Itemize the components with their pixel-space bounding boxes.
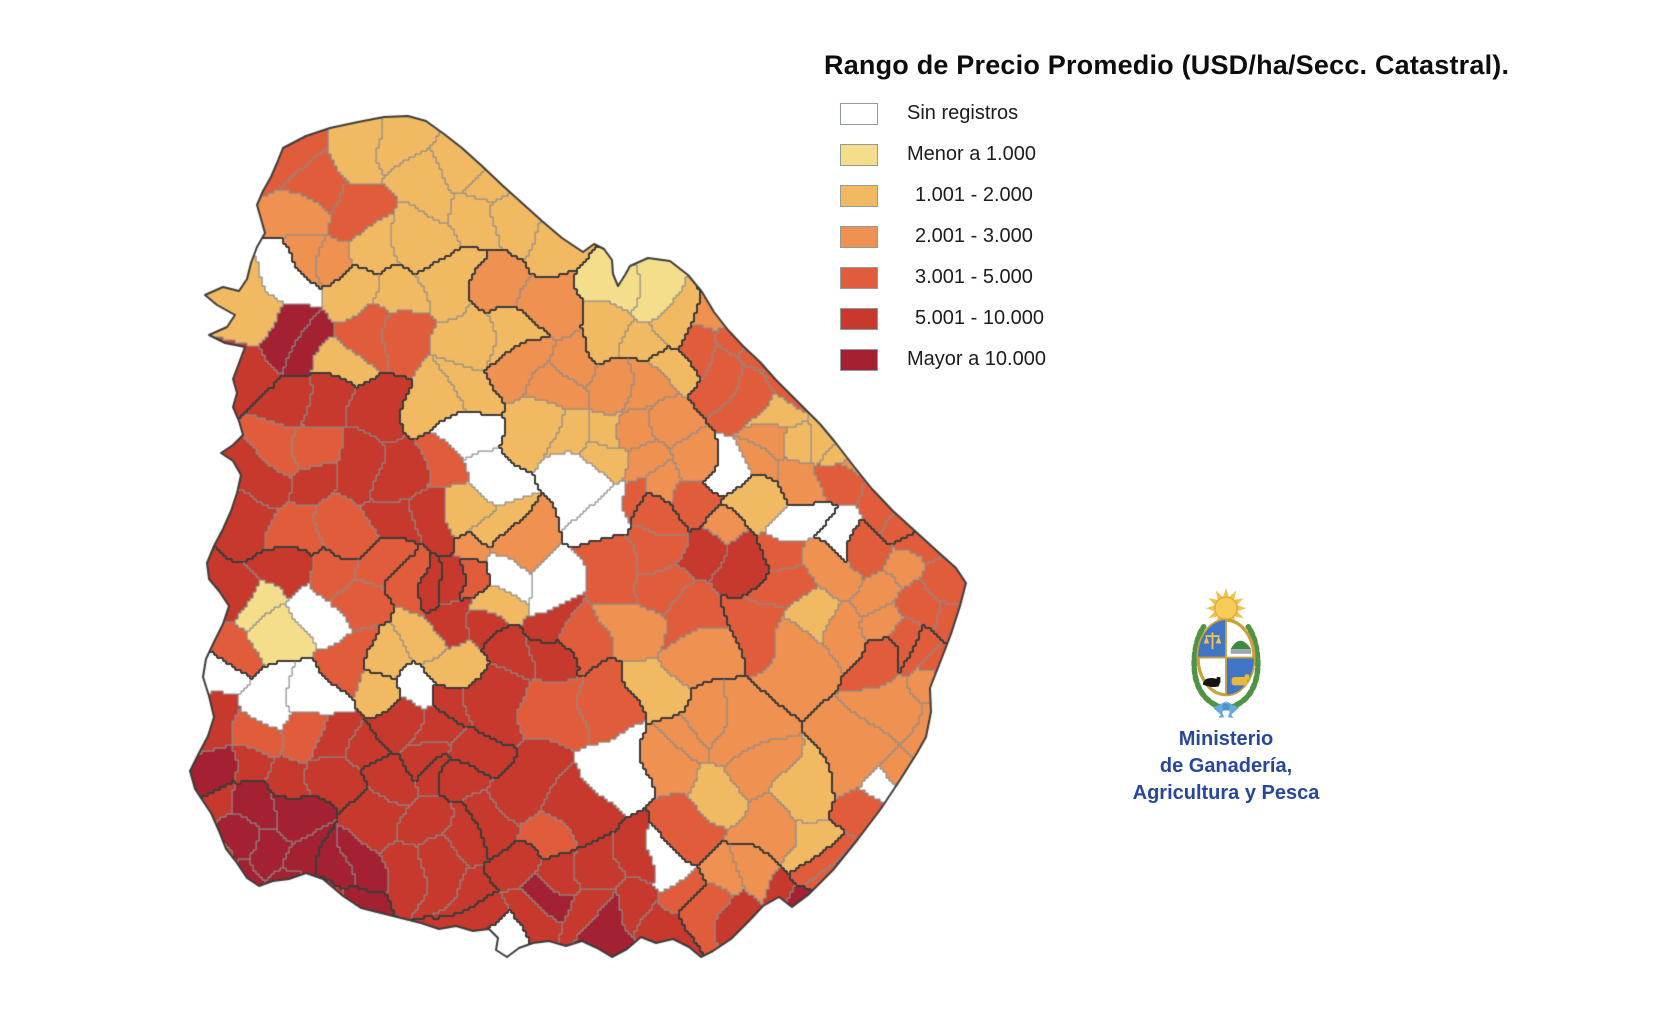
ministry-name-line1: Ministerio: [1178, 728, 1274, 750]
map-title: Rango de Precio Promedio (USD/ha/Secc. C…: [824, 50, 1510, 80]
ministry-name: Ministerio de Ganadería, Agricultura y P…: [1076, 726, 1376, 807]
legend-label: Mayor a 10.000: [907, 348, 1046, 370]
legend-swatch-sin-registros: [840, 102, 878, 125]
legend-label: Sin registros: [907, 102, 1019, 124]
legend-label: 3.001 - 5.000: [915, 266, 1033, 288]
ribbon-bow-icon: [1212, 701, 1240, 718]
laurel-wreath-icon: [1191, 624, 1261, 711]
scales-icon: [1203, 632, 1222, 650]
legend-swatch-5001-10000: [840, 307, 878, 330]
legend-item: Menor a 1.000: [840, 143, 1046, 166]
legend-label: 5.001 - 10.000: [915, 307, 1044, 329]
legend-item: Sin registros: [840, 102, 1046, 125]
legend-swatch-mayor-10000: [840, 348, 878, 371]
ministry-name-line2: de Ganadería,: [1159, 755, 1293, 777]
cerro-hill-icon: [1230, 640, 1252, 654]
legend-swatch-2001-3000: [840, 225, 878, 248]
legend-label: Menor a 1.000: [907, 143, 1036, 165]
legend-item: 5.001 - 10.000: [840, 307, 1046, 330]
legend-swatch-3001-5000: [840, 266, 878, 289]
legend-swatch-1001-2000: [840, 184, 878, 207]
legend-item: Mayor a 10.000: [840, 348, 1046, 371]
mgap-logo: Ministerio de Ganadería, Agricultura y P…: [1076, 584, 1376, 807]
uruguay-coat-of-arms-icon: [1191, 587, 1261, 718]
legend-item: 1.001 - 2.000: [840, 184, 1046, 207]
legend: Sin registros Menor a 1.000 1.001 - 2.00…: [840, 102, 1046, 389]
horse-icon: [1202, 677, 1221, 687]
legend-item: 2.001 - 3.000: [840, 225, 1046, 248]
legend-label: 1.001 - 2.000: [915, 184, 1033, 206]
shield-icon: [1196, 618, 1256, 697]
ox-icon: [1231, 674, 1250, 686]
ministry-name-line3: Agricultura y Pesca: [1132, 782, 1320, 804]
legend-label: 2.001 - 3.000: [915, 225, 1033, 247]
legend-item: 3.001 - 5.000: [840, 266, 1046, 289]
legend-swatch-menor-1000: [840, 143, 878, 166]
